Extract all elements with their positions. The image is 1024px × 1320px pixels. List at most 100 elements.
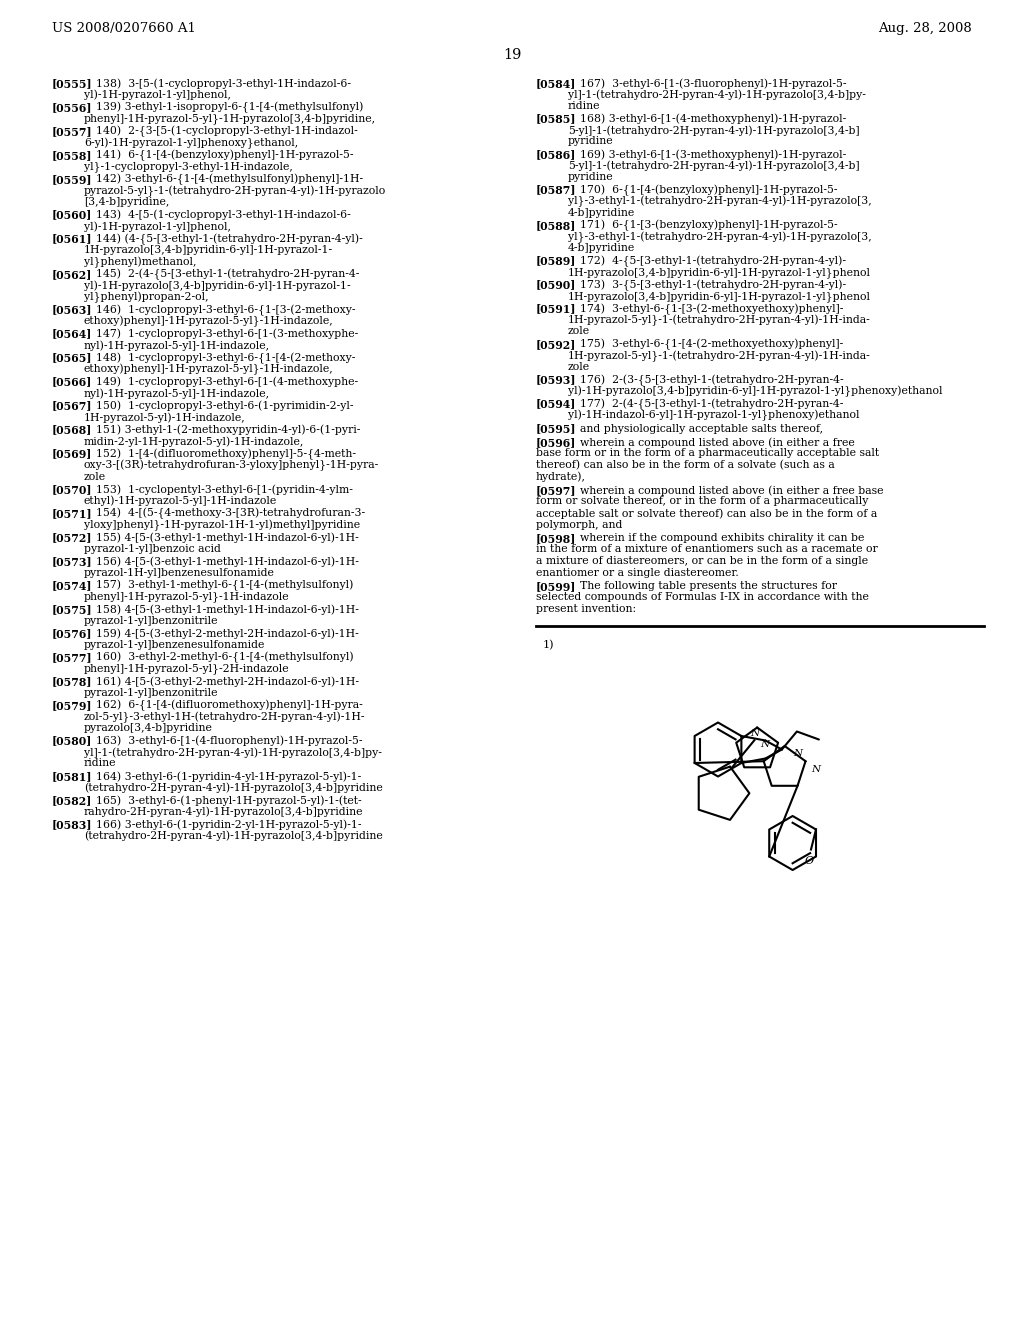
Text: [0571]: [0571] — [52, 508, 92, 519]
Text: 4-b]pyridine: 4-b]pyridine — [568, 243, 635, 253]
Text: yl}-3-ethyl-1-(tetrahydro-2H-pyran-4-yl)-1H-pyrazolo[3,: yl}-3-ethyl-1-(tetrahydro-2H-pyran-4-yl)… — [568, 231, 871, 243]
Text: yl)-1H-indazol-6-yl]-1H-pyrazol-1-yl}phenoxy)ethanol: yl)-1H-indazol-6-yl]-1H-pyrazol-1-yl}phe… — [568, 411, 859, 421]
Text: base form or in the form of a pharmaceutically acceptable salt: base form or in the form of a pharmaceut… — [536, 449, 880, 458]
Text: [0575]: [0575] — [52, 605, 92, 615]
Text: [0570]: [0570] — [52, 484, 92, 495]
Text: 153)  1-cyclopentyl-3-ethyl-6-[1-(pyridin-4-ylm-: 153) 1-cyclopentyl-3-ethyl-6-[1-(pyridin… — [96, 484, 353, 495]
Text: yl}-1-cyclopropyl-3-ethyl-1H-indazole,: yl}-1-cyclopropyl-3-ethyl-1H-indazole, — [84, 161, 293, 173]
Text: [0568]: [0568] — [52, 425, 92, 436]
Text: N: N — [760, 739, 769, 748]
Text: phenyl]-1H-pyrazol-5-yl}-2H-indazole: phenyl]-1H-pyrazol-5-yl}-2H-indazole — [84, 664, 290, 675]
Text: 5-yl]-1-(tetrahydro-2H-pyran-4-yl)-1H-pyrazolo[3,4-b]: 5-yl]-1-(tetrahydro-2H-pyran-4-yl)-1H-py… — [568, 161, 859, 172]
Text: [0579]: [0579] — [52, 700, 92, 711]
Text: zole: zole — [84, 471, 106, 482]
Text: thereof) can also be in the form of a solvate (such as a: thereof) can also be in the form of a so… — [536, 459, 835, 470]
Text: [0559]: [0559] — [52, 174, 92, 185]
Text: 1H-pyrazol-5-yl}-1-(tetrahydro-2H-pyran-4-yl)-1H-inda-: 1H-pyrazol-5-yl}-1-(tetrahydro-2H-pyran-… — [568, 315, 870, 326]
Text: yl]-1-(tetrahydro-2H-pyran-4-yl)-1H-pyrazolo[3,4-b]py-: yl]-1-(tetrahydro-2H-pyran-4-yl)-1H-pyra… — [568, 90, 866, 100]
Text: (tetrahydro-2H-pyran-4-yl)-1H-pyrazolo[3,4-b]pyridine: (tetrahydro-2H-pyran-4-yl)-1H-pyrazolo[3… — [84, 783, 383, 793]
Text: 171)  6-{1-[3-(benzyloxy)phenyl]-1H-pyrazol-5-: 171) 6-{1-[3-(benzyloxy)phenyl]-1H-pyraz… — [580, 220, 838, 231]
Text: pyrazol-1-yl]benzonitrile: pyrazol-1-yl]benzonitrile — [84, 688, 218, 697]
Text: phenyl]-1H-pyrazol-5-yl}-1H-indazole: phenyl]-1H-pyrazol-5-yl}-1H-indazole — [84, 591, 290, 602]
Text: 167)  3-ethyl-6-[1-(3-fluorophenyl)-1H-pyrazol-5-: 167) 3-ethyl-6-[1-(3-fluorophenyl)-1H-py… — [580, 78, 847, 88]
Text: 169) 3-ethyl-6-[1-(3-methoxyphenyl)-1H-pyrazol-: 169) 3-ethyl-6-[1-(3-methoxyphenyl)-1H-p… — [580, 149, 846, 160]
Text: 4-b]pyridine: 4-b]pyridine — [568, 207, 635, 218]
Text: zole: zole — [568, 362, 590, 372]
Text: yl]-1-(tetrahydro-2H-pyran-4-yl)-1H-pyrazolo[3,4-b]py-: yl]-1-(tetrahydro-2H-pyran-4-yl)-1H-pyra… — [84, 747, 382, 758]
Text: [0594]: [0594] — [536, 399, 577, 409]
Text: yl)-1H-pyrazolo[3,4-b]pyridin-6-yl]-1H-pyrazol-1-yl}phenoxy)ethanol: yl)-1H-pyrazolo[3,4-b]pyridin-6-yl]-1H-p… — [568, 385, 942, 397]
Text: [0589]: [0589] — [536, 256, 577, 267]
Text: yloxy]phenyl}-1H-pyrazol-1H-1-yl)methyl]pyridine: yloxy]phenyl}-1H-pyrazol-1H-1-yl)methyl]… — [84, 520, 360, 531]
Text: [0597]: [0597] — [536, 484, 577, 496]
Text: 172)  4-{5-[3-ethyl-1-(tetrahydro-2H-pyran-4-yl)-: 172) 4-{5-[3-ethyl-1-(tetrahydro-2H-pyra… — [580, 256, 846, 267]
Text: ridine: ridine — [568, 102, 600, 111]
Text: yl}-3-ethyl-1-(tetrahydro-2H-pyran-4-yl)-1H-pyrazolo[3,: yl}-3-ethyl-1-(tetrahydro-2H-pyran-4-yl)… — [568, 195, 871, 207]
Text: [0595]: [0595] — [536, 424, 577, 434]
Text: 1H-pyrazolo[3,4-b]pyridin-6-yl]-1H-pyrazol-1-: 1H-pyrazolo[3,4-b]pyridin-6-yl]-1H-pyraz… — [84, 246, 333, 255]
Text: 168) 3-ethyl-6-[1-(4-methoxyphenyl)-1H-pyrazol-: 168) 3-ethyl-6-[1-(4-methoxyphenyl)-1H-p… — [580, 114, 846, 124]
Text: 157)  3-ethyl-1-methyl-6-{1-[4-(methylsulfonyl): 157) 3-ethyl-1-methyl-6-{1-[4-(methylsul… — [96, 579, 353, 591]
Text: [0569]: [0569] — [52, 449, 92, 459]
Text: ethyl)-1H-pyrazol-5-yl]-1H-indazole: ethyl)-1H-pyrazol-5-yl]-1H-indazole — [84, 495, 278, 506]
Text: 147)  1-cyclopropyl-3-ethyl-6-[1-(3-methoxyphe-: 147) 1-cyclopropyl-3-ethyl-6-[1-(3-metho… — [96, 329, 358, 339]
Text: 170)  6-{1-[4-(benzyloxy)phenyl]-1H-pyrazol-5-: 170) 6-{1-[4-(benzyloxy)phenyl]-1H-pyraz… — [580, 185, 838, 195]
Text: 149)  1-cyclopropyl-3-ethyl-6-[1-(4-methoxyphe-: 149) 1-cyclopropyl-3-ethyl-6-[1-(4-metho… — [96, 376, 358, 387]
Text: ethoxy)phenyl]-1H-pyrazol-5-yl}-1H-indazole,: ethoxy)phenyl]-1H-pyrazol-5-yl}-1H-indaz… — [84, 364, 334, 375]
Text: [0593]: [0593] — [536, 375, 577, 385]
Text: [0565]: [0565] — [52, 352, 92, 363]
Text: 139) 3-ethyl-1-isopropyl-6-{1-[4-(methylsulfonyl): 139) 3-ethyl-1-isopropyl-6-{1-[4-(methyl… — [96, 102, 364, 114]
Text: [0588]: [0588] — [536, 220, 577, 231]
Text: [0572]: [0572] — [52, 532, 92, 543]
Text: wherein a compound listed above (in either a free base: wherein a compound listed above (in eith… — [580, 484, 884, 495]
Text: [0566]: [0566] — [52, 376, 92, 388]
Text: 160)  3-ethyl-2-methyl-6-{1-[4-(methylsulfonyl): 160) 3-ethyl-2-methyl-6-{1-[4-(methylsul… — [96, 652, 353, 664]
Text: 151) 3-ethyl-1-(2-methoxypyridin-4-yl)-6-(1-pyri-: 151) 3-ethyl-1-(2-methoxypyridin-4-yl)-6… — [96, 425, 360, 436]
Text: Aug. 28, 2008: Aug. 28, 2008 — [879, 22, 972, 36]
Text: [0587]: [0587] — [536, 185, 577, 195]
Text: present invention:: present invention: — [536, 605, 636, 614]
Text: [0557]: [0557] — [52, 125, 92, 137]
Text: [0585]: [0585] — [536, 114, 577, 124]
Text: US 2008/0207660 A1: US 2008/0207660 A1 — [52, 22, 196, 36]
Text: nyl)-1H-pyrazol-5-yl]-1H-indazole,: nyl)-1H-pyrazol-5-yl]-1H-indazole, — [84, 341, 270, 351]
Text: oxy-3-[(3R)-tetrahydrofuran-3-yloxy]phenyl}-1H-pyra-: oxy-3-[(3R)-tetrahydrofuran-3-yloxy]phen… — [84, 459, 379, 471]
Text: 177)  2-(4-{5-[3-ethyl-1-(tetrahydro-2H-pyran-4-: 177) 2-(4-{5-[3-ethyl-1-(tetrahydro-2H-p… — [580, 399, 844, 409]
Text: 150)  1-cyclopropyl-3-ethyl-6-(1-pyrimidin-2-yl-: 150) 1-cyclopropyl-3-ethyl-6-(1-pyrimidi… — [96, 400, 353, 411]
Text: 155) 4-[5-(3-ethyl-1-methyl-1H-indazol-6-yl)-1H-: 155) 4-[5-(3-ethyl-1-methyl-1H-indazol-6… — [96, 532, 358, 543]
Text: [0578]: [0578] — [52, 676, 92, 686]
Text: [0582]: [0582] — [52, 795, 92, 807]
Text: 1): 1) — [543, 639, 555, 649]
Text: pyridine: pyridine — [568, 172, 613, 182]
Text: ethoxy)phenyl]-1H-pyrazol-5-yl}-1H-indazole,: ethoxy)phenyl]-1H-pyrazol-5-yl}-1H-indaz… — [84, 315, 334, 327]
Text: [0561]: [0561] — [52, 234, 92, 244]
Text: nyl)-1H-pyrazol-5-yl]-1H-indazole,: nyl)-1H-pyrazol-5-yl]-1H-indazole, — [84, 388, 270, 399]
Text: [0596]: [0596] — [536, 437, 577, 447]
Text: N: N — [811, 764, 820, 774]
Text: 154)  4-[(5-{4-methoxy-3-[3R)-tetrahydrofuran-3-: 154) 4-[(5-{4-methoxy-3-[3R)-tetrahydrof… — [96, 508, 366, 519]
Text: [0574]: [0574] — [52, 579, 92, 591]
Text: 173)  3-{5-[3-ethyl-1-(tetrahydro-2H-pyran-4-yl)-: 173) 3-{5-[3-ethyl-1-(tetrahydro-2H-pyra… — [580, 280, 846, 290]
Text: [0573]: [0573] — [52, 556, 92, 568]
Text: [0581]: [0581] — [52, 771, 92, 781]
Text: acceptable salt or solvate thereof) can also be in the form of a: acceptable salt or solvate thereof) can … — [536, 508, 878, 519]
Text: [0562]: [0562] — [52, 269, 92, 280]
Text: 166) 3-ethyl-6-(1-pyridin-2-yl-1H-pyrazol-5-yl)-1-: 166) 3-ethyl-6-(1-pyridin-2-yl-1H-pyrazo… — [96, 818, 361, 829]
Text: [0590]: [0590] — [536, 280, 577, 290]
Text: 6-yl)-1H-pyrazol-1-yl]phenoxy}ethanol,: 6-yl)-1H-pyrazol-1-yl]phenoxy}ethanol, — [84, 137, 298, 149]
Text: yl)-1H-pyrazol-1-yl]phenol,: yl)-1H-pyrazol-1-yl]phenol, — [84, 90, 231, 100]
Text: form or solvate thereof, or in the form of a pharmaceutically: form or solvate thereof, or in the form … — [536, 496, 868, 507]
Text: [0564]: [0564] — [52, 329, 92, 339]
Text: [0558]: [0558] — [52, 150, 92, 161]
Text: 143)  4-[5-(1-cyclopropyl-3-ethyl-1H-indazol-6-: 143) 4-[5-(1-cyclopropyl-3-ethyl-1H-inda… — [96, 210, 351, 220]
Text: O: O — [805, 857, 813, 866]
Text: wherein a compound listed above (in either a free: wherein a compound listed above (in eith… — [580, 437, 855, 447]
Text: 176)  2-(3-{5-[3-ethyl-1-(tetrahydro-2H-pyran-4-: 176) 2-(3-{5-[3-ethyl-1-(tetrahydro-2H-p… — [580, 375, 844, 385]
Text: [0556]: [0556] — [52, 102, 92, 114]
Text: pyridine: pyridine — [568, 136, 613, 147]
Text: 162)  6-{1-[4-(difluoromethoxy)phenyl]-1H-pyra-: 162) 6-{1-[4-(difluoromethoxy)phenyl]-1H… — [96, 700, 362, 711]
Text: 159) 4-[5-(3-ethyl-2-methyl-2H-indazol-6-yl)-1H-: 159) 4-[5-(3-ethyl-2-methyl-2H-indazol-6… — [96, 628, 358, 639]
Text: zol-5-yl}-3-ethyl-1H-(tetrahydro-2H-pyran-4-yl)-1H-: zol-5-yl}-3-ethyl-1H-(tetrahydro-2H-pyra… — [84, 711, 366, 723]
Text: 19: 19 — [503, 48, 521, 62]
Text: [0592]: [0592] — [536, 339, 577, 350]
